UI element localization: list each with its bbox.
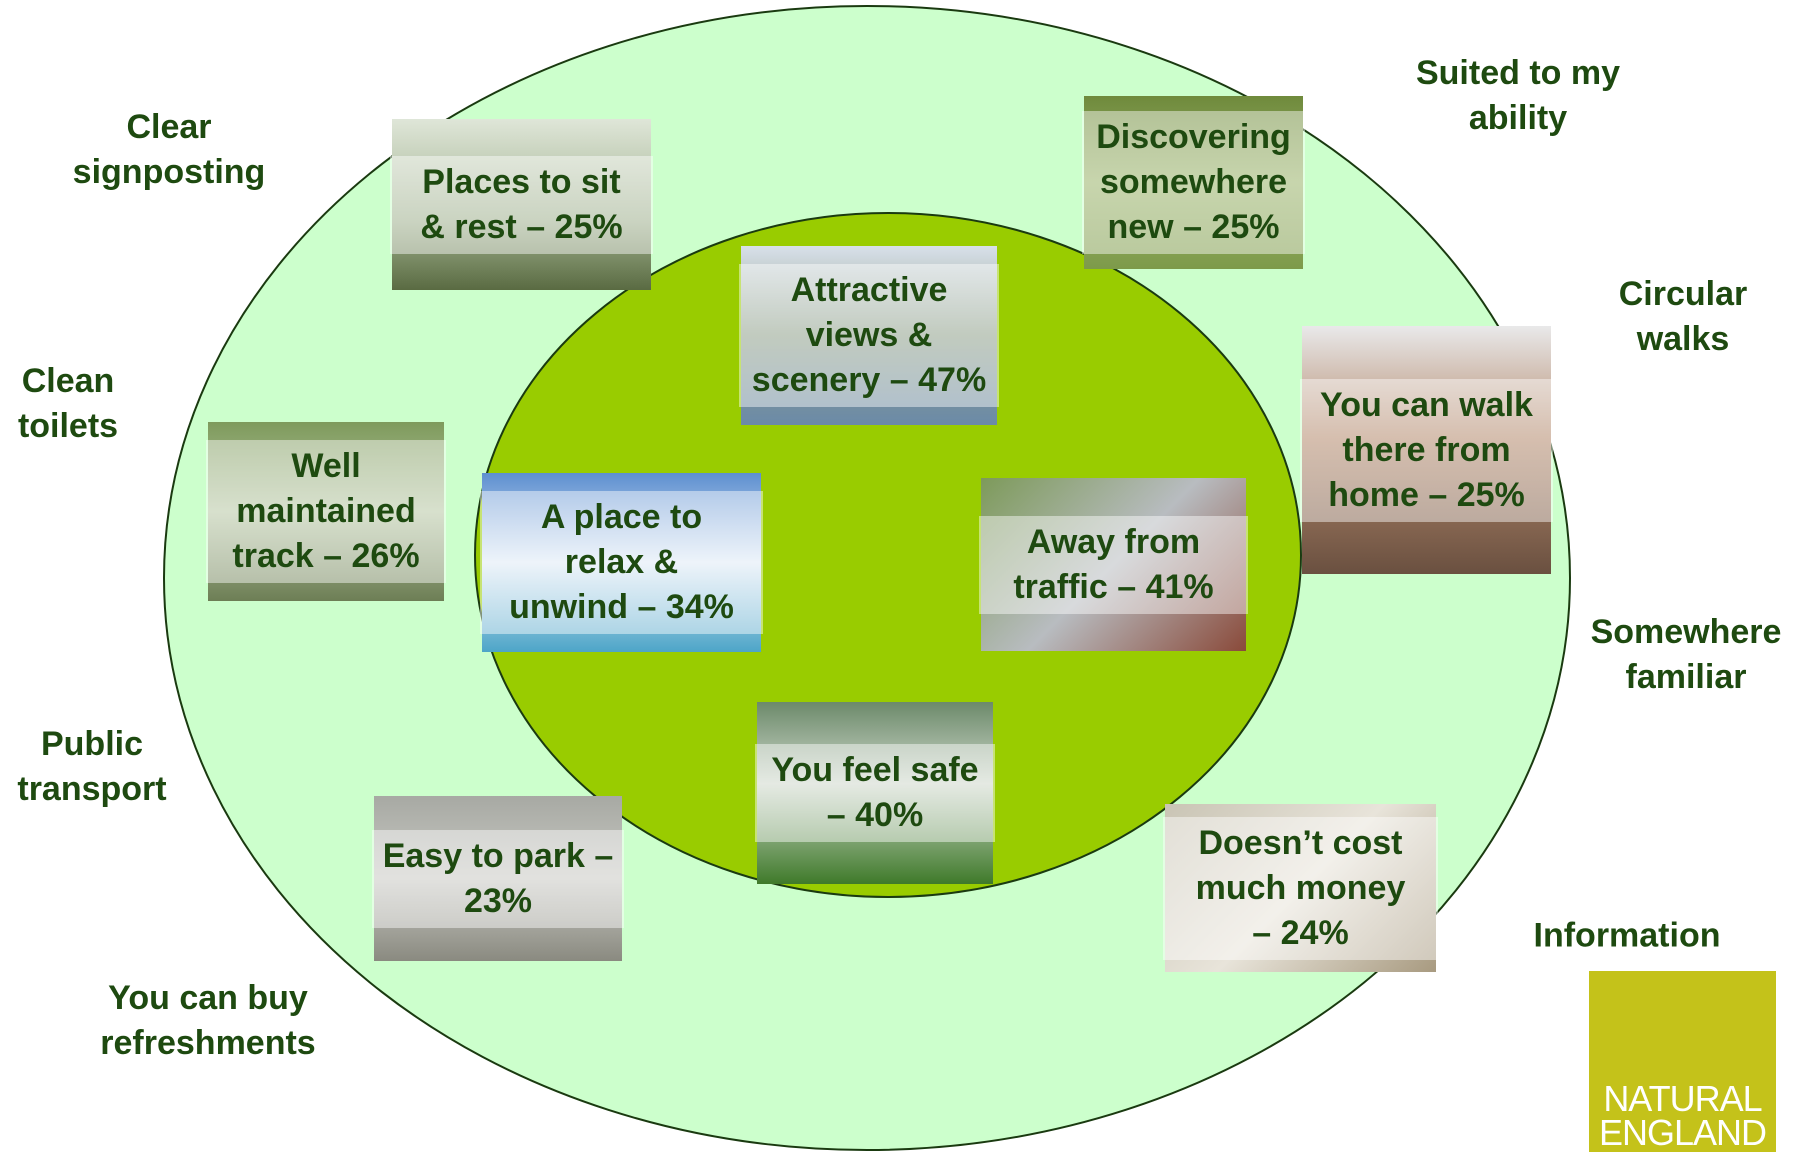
text-line: views & xyxy=(741,313,997,358)
text-line: Attractive xyxy=(741,268,997,313)
text-line: refreshments xyxy=(100,1021,315,1066)
text-line: home – 25% xyxy=(1302,473,1551,518)
text-line: walks xyxy=(1619,317,1748,362)
text-line: Information xyxy=(1534,914,1721,959)
logo-text: ENGLAND xyxy=(1599,1116,1766,1150)
text-line: Easy to park – xyxy=(374,834,622,879)
text-line: Clean xyxy=(18,359,118,404)
text-line: somewhere xyxy=(1084,160,1303,205)
photo-caption: Easy to park –23% xyxy=(372,830,624,928)
text-line: 23% xyxy=(374,879,622,924)
text-line: traffic – 41% xyxy=(981,565,1246,610)
text-line: transport xyxy=(17,767,166,812)
text-line: Places to sit xyxy=(392,160,651,205)
logo-text: NATURAL xyxy=(1603,1082,1761,1116)
text-line: You can buy xyxy=(100,976,315,1021)
text-line: A place to xyxy=(482,495,761,540)
text-line: Public xyxy=(17,722,166,767)
text-line: new – 25% xyxy=(1084,205,1303,250)
text-line: & rest – 25% xyxy=(392,205,651,250)
photo-caption: Places to sit& rest – 25% xyxy=(390,156,653,254)
outer-label: Information xyxy=(1534,914,1721,959)
photo-box: You feel safe– 40% xyxy=(757,702,993,884)
text-line: much money xyxy=(1165,866,1436,911)
text-line: Clear xyxy=(73,105,266,150)
photo-caption: You feel safe– 40% xyxy=(755,744,995,842)
text-line: Well xyxy=(208,444,444,489)
text-line: scenery – 47% xyxy=(741,358,997,403)
text-line: – 24% xyxy=(1165,911,1436,956)
diagram: NATURALENGLAND Clearsignposting Cleantoil… xyxy=(0,0,1805,1152)
text-line: You feel safe xyxy=(757,748,993,793)
text-line: Somewhere xyxy=(1591,610,1782,655)
text-line: maintained xyxy=(208,489,444,534)
text-line: Discovering xyxy=(1084,115,1303,160)
text-line: toilets xyxy=(18,404,118,449)
text-line: Away from xyxy=(981,520,1246,565)
text-line: ability xyxy=(1416,96,1620,141)
text-line: – 40% xyxy=(757,793,993,838)
text-line: unwind – 34% xyxy=(482,585,761,630)
photo-box: Places to sit& rest – 25% xyxy=(392,119,651,290)
text-line: signposting xyxy=(73,150,266,195)
text-line: there from xyxy=(1302,428,1551,473)
text-line: relax & xyxy=(482,540,761,585)
text-line: Suited to my xyxy=(1416,51,1620,96)
photo-box: Easy to park –23% xyxy=(374,796,622,961)
text-line: Doesn’t cost xyxy=(1165,821,1436,866)
text-line: Circular xyxy=(1619,272,1748,317)
text-line: familiar xyxy=(1591,655,1782,700)
text-line: You can walk xyxy=(1302,383,1551,428)
text-line: track – 26% xyxy=(208,534,444,579)
